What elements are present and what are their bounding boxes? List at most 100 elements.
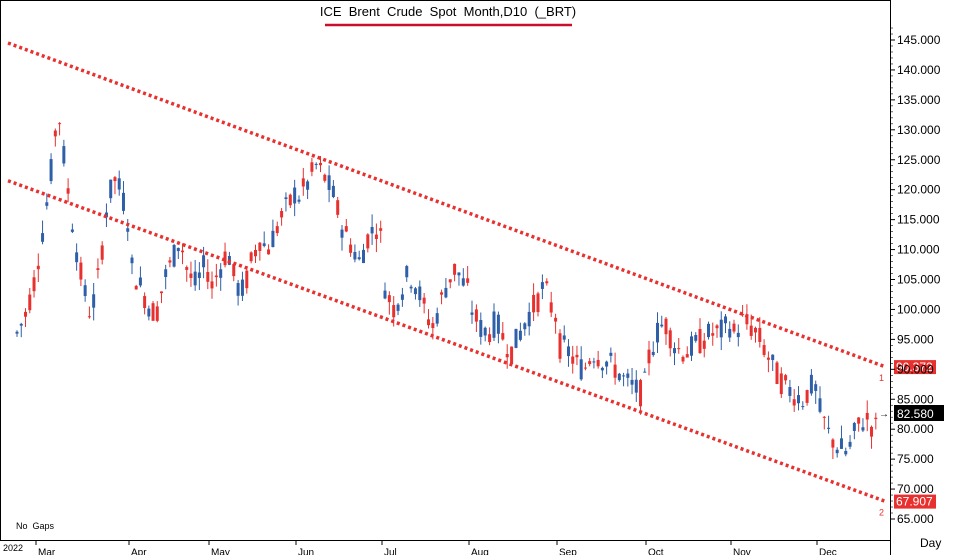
- candle-body: [488, 334, 492, 343]
- candle: [336, 196, 340, 219]
- candle-body: [28, 294, 32, 311]
- candle: [193, 259, 197, 291]
- candle-body: [715, 325, 719, 329]
- channel-line-2-value: 67.907: [896, 495, 933, 509]
- candle-body: [492, 311, 496, 338]
- candle: [814, 380, 818, 404]
- candle: [549, 291, 553, 318]
- candle: [681, 355, 685, 364]
- candle: [254, 244, 257, 263]
- candle-body: [245, 270, 249, 289]
- candle-body: [297, 199, 301, 202]
- candle: [822, 416, 826, 430]
- y-tick-label: 115.000: [897, 213, 940, 227]
- candle: [405, 264, 409, 282]
- candle: [558, 329, 562, 363]
- candle: [159, 291, 163, 304]
- candle-body: [379, 228, 383, 231]
- candle-body: [45, 202, 49, 206]
- candle: [771, 354, 775, 371]
- candle: [362, 243, 365, 264]
- candle-body: [797, 395, 800, 404]
- candle-body: [457, 272, 461, 276]
- y-tick-label: 80.000: [897, 422, 934, 436]
- candle-body: [19, 323, 23, 326]
- candle: [143, 292, 147, 315]
- candle: [32, 269, 36, 298]
- candle-body: [874, 417, 878, 420]
- candle: [571, 345, 575, 374]
- y-axis: 65.000 70.000 75.000 80.000 85.000 90.000 95.0…: [890, 27, 941, 526]
- y-tick-label: 75.000: [897, 452, 934, 466]
- candle-body: [387, 295, 391, 303]
- candle: [28, 287, 32, 314]
- candle-body: [422, 297, 426, 304]
- candle-body: [540, 282, 544, 289]
- candle: [45, 193, 49, 210]
- candle-body: [673, 348, 676, 354]
- candle: [540, 274, 544, 300]
- candle: [488, 327, 492, 346]
- candle: [83, 279, 87, 302]
- candle: [453, 263, 457, 282]
- candle-body: [400, 294, 404, 300]
- candle: [357, 250, 361, 261]
- chart-title: ICE Brent Crude Spot Month,D10 (_BRT): [320, 4, 576, 19]
- candle: [164, 264, 168, 290]
- candle-body: [762, 345, 766, 355]
- candle: [70, 223, 74, 234]
- candle: [702, 333, 706, 358]
- candle: [151, 301, 155, 321]
- candle-body: [258, 242, 262, 251]
- candle-body: [527, 311, 531, 327]
- candle-body: [210, 281, 214, 289]
- candle-body: [707, 323, 710, 338]
- candle: [518, 322, 522, 342]
- y-tick-label: 135.000: [897, 93, 941, 107]
- candle: [523, 322, 527, 336]
- candle: [284, 192, 288, 212]
- candle: [62, 139, 66, 167]
- candle: [583, 362, 587, 371]
- candle: [492, 303, 496, 342]
- candle-body: [49, 159, 53, 182]
- year-label: 2022: [3, 543, 23, 553]
- candle-body: [92, 294, 96, 308]
- candle: [592, 357, 596, 369]
- candle-body: [470, 312, 474, 315]
- candle-body: [844, 450, 848, 455]
- candle: [232, 263, 236, 282]
- candle-body: [413, 288, 417, 295]
- channel-line-1-value-tag: [894, 360, 936, 375]
- candle-body: [206, 271, 210, 282]
- candle-body: [331, 185, 335, 198]
- no-gaps-label: No Gaps: [16, 521, 55, 531]
- candle: [613, 352, 617, 385]
- candle-body: [159, 291, 163, 294]
- candle: [189, 261, 193, 287]
- candle-body: [660, 324, 664, 327]
- candle: [835, 447, 839, 458]
- candle: [660, 315, 664, 328]
- candle-body: [630, 379, 634, 385]
- candle-body: [814, 384, 818, 391]
- candle: [24, 308, 28, 328]
- candle-body: [510, 346, 514, 365]
- candle: [130, 254, 134, 275]
- x-tick-label: Jul: [384, 547, 397, 555]
- candle-body: [600, 367, 604, 371]
- last-price-tag: [894, 405, 944, 421]
- candle-body: [75, 252, 79, 263]
- candle: [448, 279, 452, 289]
- candle: [792, 389, 796, 412]
- candle-body: [431, 323, 435, 329]
- candle-body: [745, 314, 749, 325]
- candle: [344, 219, 348, 233]
- candle: [413, 286, 417, 300]
- x-tick-label: Aug: [471, 547, 489, 555]
- candle-body: [176, 247, 180, 252]
- candle: [210, 271, 214, 299]
- candle: [766, 351, 770, 373]
- candle-body: [193, 271, 197, 286]
- candle-body: [605, 361, 609, 367]
